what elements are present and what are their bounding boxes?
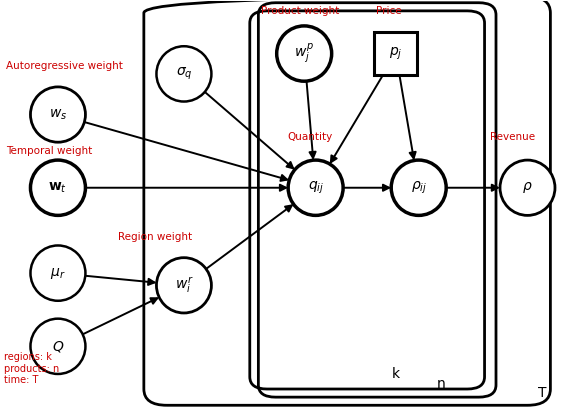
Ellipse shape bbox=[30, 87, 86, 142]
Text: k: k bbox=[391, 367, 400, 381]
Text: $w_s$: $w_s$ bbox=[49, 107, 67, 122]
Text: $q_{ij}$: $q_{ij}$ bbox=[308, 180, 324, 196]
Text: n: n bbox=[437, 377, 446, 391]
Text: $\rho_{ij}$: $\rho_{ij}$ bbox=[410, 180, 427, 196]
Text: Region weight: Region weight bbox=[118, 231, 192, 242]
Text: $Q$: $Q$ bbox=[52, 339, 64, 354]
Ellipse shape bbox=[157, 46, 211, 102]
Text: Price: Price bbox=[376, 6, 401, 16]
Text: Autoregressive weight: Autoregressive weight bbox=[6, 61, 123, 71]
Text: Product weight: Product weight bbox=[261, 6, 339, 16]
Ellipse shape bbox=[30, 246, 86, 301]
Ellipse shape bbox=[157, 258, 211, 313]
Text: regions: k
products: n
time: T: regions: k products: n time: T bbox=[3, 352, 59, 385]
Text: $\rho$: $\rho$ bbox=[522, 180, 533, 195]
Text: $w_i^r$: $w_i^r$ bbox=[174, 275, 193, 295]
Text: Quantity: Quantity bbox=[287, 132, 332, 142]
Ellipse shape bbox=[30, 160, 86, 215]
Text: $\mu_r$: $\mu_r$ bbox=[50, 266, 65, 281]
Ellipse shape bbox=[277, 26, 332, 81]
Text: Revenue: Revenue bbox=[490, 132, 536, 142]
Text: $w_j^p$: $w_j^p$ bbox=[294, 42, 314, 65]
Text: $\sigma_q$: $\sigma_q$ bbox=[176, 66, 192, 82]
Text: T: T bbox=[538, 386, 546, 400]
Text: $\mathbf{w}_t$: $\mathbf{w}_t$ bbox=[48, 180, 68, 195]
Text: $p_j$: $p_j$ bbox=[389, 45, 402, 62]
Text: Temporal weight: Temporal weight bbox=[6, 146, 92, 156]
Ellipse shape bbox=[30, 319, 86, 374]
FancyBboxPatch shape bbox=[374, 32, 417, 75]
Ellipse shape bbox=[288, 160, 343, 215]
Ellipse shape bbox=[500, 160, 555, 215]
Ellipse shape bbox=[391, 160, 446, 215]
